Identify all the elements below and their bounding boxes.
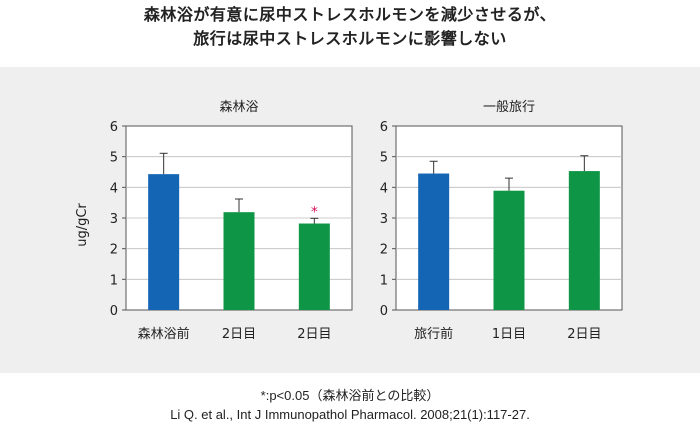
bar <box>493 190 525 310</box>
y-tick-label: 3 <box>380 212 388 227</box>
chart-title: 森林浴が有意に尿中ストレスホルモンを減少させるが、 旅行は尿中ストレスホルモンに… <box>0 0 700 51</box>
y-tick-label: 5 <box>380 151 388 166</box>
panel-title: 一般旅行 <box>483 99 535 115</box>
y-tick-label: 1 <box>380 273 388 288</box>
category-label: 森林浴前 <box>138 326 190 342</box>
bar <box>418 173 450 310</box>
y-tick-label: 4 <box>380 181 388 196</box>
category-label: 2日目 <box>222 327 256 342</box>
y-tick-label: 2 <box>380 243 388 258</box>
category-label: 2日目 <box>567 327 601 342</box>
y-tick-label: 2 <box>110 243 118 258</box>
bar <box>568 171 600 310</box>
y-tick-label: 4 <box>110 181 118 196</box>
title-line-2: 旅行は尿中ストレスホルモンに影響しない <box>193 29 507 48</box>
bar <box>223 212 255 310</box>
y-tick-label: 0 <box>110 304 118 319</box>
category-label: 2日目 <box>297 327 331 342</box>
title-line-1: 森林浴が有意に尿中ストレスホルモンを減少させるが、 <box>143 5 557 24</box>
citation: Li Q. et al., Int J Immunopathol Pharmac… <box>170 407 530 422</box>
y-tick-label: 1 <box>110 273 118 288</box>
y-tick-label: 6 <box>380 120 388 135</box>
bar <box>148 174 180 310</box>
significance-marker: * <box>311 204 318 220</box>
category-label: 1日目 <box>492 327 526 342</box>
category-label: 旅行前 <box>414 326 453 342</box>
y-tick-label: 3 <box>110 212 118 227</box>
y-tick-label: 5 <box>110 151 118 166</box>
footnote-significance: *:p<0.05（森林浴前との比較） <box>260 388 440 403</box>
footer: *:p<0.05（森林浴前との比較） Li Q. et al., Int J I… <box>0 386 700 424</box>
y-axis-label: ug/gCr <box>75 203 90 247</box>
y-tick-label: 6 <box>110 120 118 135</box>
bar <box>298 223 330 310</box>
panel-title: 森林浴 <box>219 100 258 115</box>
y-tick-label: 0 <box>380 304 388 319</box>
